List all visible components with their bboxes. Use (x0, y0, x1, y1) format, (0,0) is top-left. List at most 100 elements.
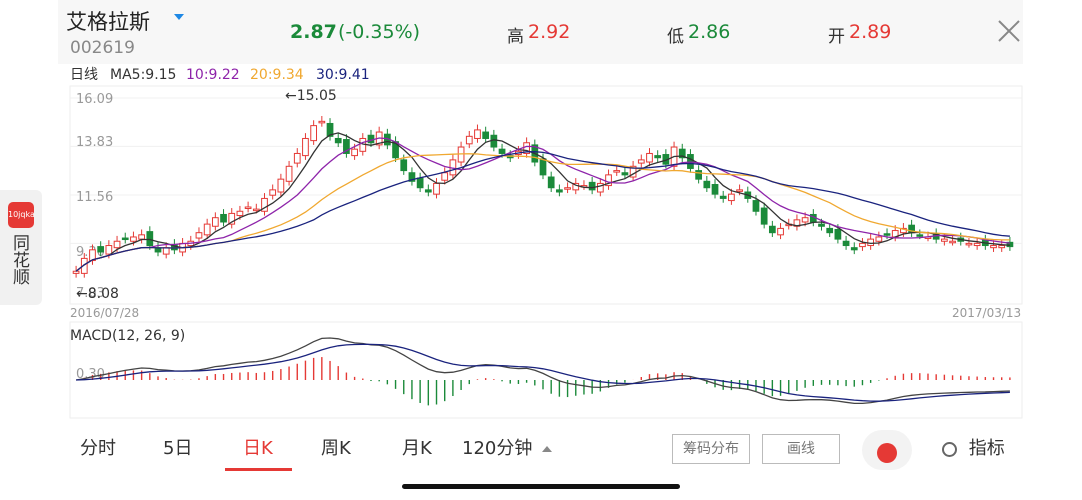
candle-body (646, 152, 653, 163)
candle-body (883, 233, 891, 236)
candle-body (269, 189, 277, 196)
stock-code: 002619 (70, 38, 135, 58)
record-icon (877, 443, 897, 463)
candle-body (252, 208, 260, 212)
active-tab-indicator (225, 468, 292, 471)
candle-body (859, 242, 866, 248)
ma30-label: 30:9.41 (316, 67, 370, 83)
draw-line-button[interactable]: 画线 (762, 434, 840, 464)
candle-body (572, 182, 580, 191)
price-axis: 16.09 13.83 11.56 9.30 7.03 (76, 92, 113, 301)
tab-intraday[interactable]: 分时 (80, 438, 116, 459)
candle-body (334, 137, 342, 144)
max-price-label: ←15.05 (285, 88, 337, 104)
candle-body (285, 165, 293, 182)
candle-body (539, 158, 547, 176)
candle-body (564, 187, 571, 190)
candle-body (834, 228, 842, 240)
candle-body (105, 245, 113, 255)
tab-day-k[interactable]: 日K (243, 438, 273, 459)
ma10-line (75, 137, 1010, 272)
candle-body (498, 148, 506, 154)
candle-body (310, 125, 318, 142)
brand-logo-icon: 10jqka (8, 202, 35, 228)
candle-body (244, 206, 252, 209)
period-label: 日线 (70, 67, 98, 83)
high-value: 2.92 (528, 21, 571, 43)
candle-body (318, 120, 326, 124)
home-indicator (402, 484, 680, 489)
candle-body (596, 182, 604, 193)
candle-body (162, 247, 170, 255)
candle-body (867, 238, 875, 247)
ma5-label: MA5:9.15 (110, 67, 176, 83)
open-value: 2.89 (849, 21, 892, 43)
candle-body (654, 155, 662, 159)
candle-body (875, 236, 883, 242)
candle-body (850, 247, 858, 251)
y-tick-label: 13.83 (76, 135, 113, 150)
candle-body (236, 210, 244, 217)
candle-body (424, 189, 432, 193)
candle-body (613, 170, 621, 173)
tab-month-k[interactable]: 月K (402, 438, 432, 459)
caret-up-icon (542, 446, 553, 452)
chevron-down-icon[interactable] (174, 14, 184, 20)
candle-body (949, 240, 956, 244)
indicator-icon (942, 441, 957, 457)
price-value: 2.87 (290, 21, 337, 43)
candle-body (973, 242, 981, 247)
candle-body (965, 242, 973, 246)
candle-body (637, 159, 645, 164)
candle-body (752, 200, 760, 212)
candle-body (916, 234, 924, 237)
brand-name: 同花顺 (9, 234, 29, 285)
candle-body (465, 135, 473, 145)
candle-body (990, 245, 997, 249)
candle-body (220, 213, 227, 223)
macd-panel-frame (69, 321, 1023, 419)
macd-dea-line (76, 343, 1010, 402)
candles (72, 115, 1014, 278)
candle-body (293, 152, 301, 164)
chip-distribution-button[interactable]: 筹码分布 (672, 434, 750, 464)
candle-body (130, 236, 137, 242)
tab-5day[interactable]: 5日 (163, 438, 193, 459)
candle-body (195, 232, 203, 239)
x-start-label: 2016/07/28 (70, 306, 139, 320)
candle-body (842, 240, 850, 247)
y-tick-label: 16.09 (76, 92, 113, 107)
candle-body (768, 225, 776, 234)
kline-chart[interactable]: 日线 MA5:9.15 10:9.22 20:9.34 30:9.41 16.0… (0, 0, 1082, 430)
record-button[interactable] (862, 430, 912, 470)
price-change: (-0.35%) (338, 21, 421, 43)
ma5-line (75, 132, 1010, 272)
candle-body (146, 231, 154, 247)
candle-body (80, 257, 88, 274)
candle-body (351, 148, 358, 157)
candle-body (302, 137, 309, 157)
candle-body (695, 170, 703, 180)
macd-series (75, 337, 1011, 406)
candle-body (138, 234, 145, 240)
candle-body (998, 245, 1006, 249)
close-icon[interactable] (996, 18, 1022, 44)
brand-tab[interactable]: 10jqka 同花顺 (0, 190, 42, 305)
candle-body (326, 122, 334, 137)
candle-body (588, 181, 596, 191)
candle-body (97, 246, 105, 253)
candle-body (416, 177, 424, 189)
stock-name[interactable]: 艾格拉斯 (66, 10, 150, 34)
candle-body (719, 195, 727, 199)
candle-body (72, 270, 80, 274)
candle-body (818, 223, 825, 227)
candle-body (490, 134, 498, 148)
tab-120min[interactable]: 120分钟 (462, 436, 553, 462)
candle-body (211, 217, 219, 227)
candle-body (482, 131, 490, 139)
x-end-label: 2017/03/13 (952, 306, 1021, 320)
tab-week-k[interactable]: 周K (321, 438, 351, 459)
indicator-button[interactable]: 指标 (942, 436, 1005, 462)
candle-body (826, 227, 834, 234)
high-label: 高 (507, 27, 524, 47)
